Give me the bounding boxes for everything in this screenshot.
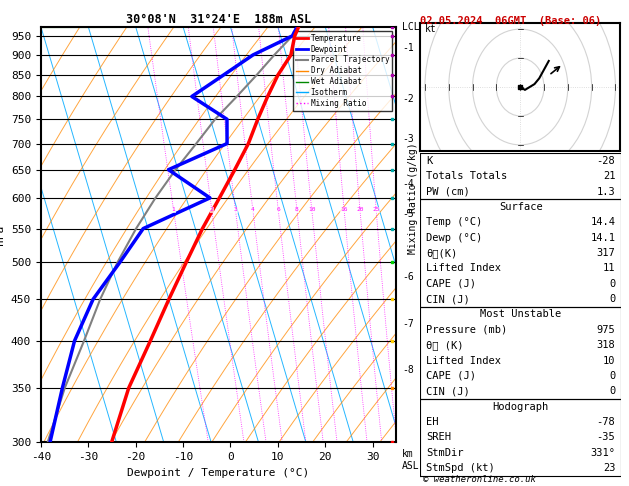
Text: Lifted Index: Lifted Index [426, 356, 501, 365]
Text: 2: 2 [210, 208, 214, 212]
Text: 318: 318 [597, 340, 615, 350]
Text: 10: 10 [603, 356, 615, 365]
Text: Surface: Surface [499, 202, 543, 212]
Text: km
ASL: km ASL [402, 450, 420, 471]
Text: 21: 21 [603, 171, 615, 181]
Text: CAPE (J): CAPE (J) [426, 371, 476, 381]
Text: © weatheronline.co.uk: © weatheronline.co.uk [423, 475, 535, 484]
Text: 23: 23 [603, 463, 615, 473]
Text: K: K [426, 156, 433, 166]
Text: 1: 1 [172, 208, 175, 212]
Text: 8: 8 [295, 208, 299, 212]
Text: Hodograph: Hodograph [493, 402, 549, 412]
Text: -6: -6 [402, 272, 414, 281]
Text: -1: -1 [402, 43, 414, 53]
Text: 6: 6 [276, 208, 280, 212]
Text: -5: -5 [402, 209, 414, 219]
Text: Totals Totals: Totals Totals [426, 171, 508, 181]
Text: 0: 0 [609, 386, 615, 397]
Text: 975: 975 [597, 325, 615, 335]
Text: Mixing Ratio (g/kg): Mixing Ratio (g/kg) [408, 142, 418, 254]
X-axis label: Dewpoint / Temperature (°C): Dewpoint / Temperature (°C) [128, 468, 309, 478]
Text: 0: 0 [609, 279, 615, 289]
Text: 02.05.2024  06GMT  (Base: 06): 02.05.2024 06GMT (Base: 06) [420, 16, 601, 26]
Text: 3: 3 [233, 208, 237, 212]
Text: Lifted Index: Lifted Index [426, 263, 501, 273]
Text: 331°: 331° [591, 448, 615, 458]
Text: θᴇ (K): θᴇ (K) [426, 340, 464, 350]
Text: 11: 11 [603, 263, 615, 273]
Text: θᴇ(K): θᴇ(K) [426, 248, 457, 258]
Text: 16: 16 [340, 208, 348, 212]
Text: EH: EH [426, 417, 438, 427]
Text: Most Unstable: Most Unstable [480, 310, 562, 319]
Text: -2: -2 [402, 94, 414, 104]
Text: Pressure (mb): Pressure (mb) [426, 325, 508, 335]
Text: -28: -28 [597, 156, 615, 166]
Text: 25: 25 [372, 208, 380, 212]
Y-axis label: hPa: hPa [0, 225, 6, 244]
Text: -78: -78 [597, 417, 615, 427]
Text: 0: 0 [609, 371, 615, 381]
Text: -7: -7 [402, 319, 414, 329]
Text: CIN (J): CIN (J) [426, 386, 470, 397]
Text: -35: -35 [597, 433, 615, 442]
Text: LCL: LCL [402, 22, 420, 32]
Text: CIN (J): CIN (J) [426, 294, 470, 304]
Text: 14.4: 14.4 [591, 217, 615, 227]
Text: Dewp (°C): Dewp (°C) [426, 233, 482, 243]
Text: 14.1: 14.1 [591, 233, 615, 243]
Text: 20: 20 [356, 208, 364, 212]
Text: -4: -4 [402, 178, 414, 189]
Text: StmSpd (kt): StmSpd (kt) [426, 463, 495, 473]
Text: StmDir: StmDir [426, 448, 464, 458]
Text: 4: 4 [251, 208, 255, 212]
Text: -3: -3 [402, 134, 414, 143]
Legend: Temperature, Dewpoint, Parcel Trajectory, Dry Adiabat, Wet Adiabat, Isotherm, Mi: Temperature, Dewpoint, Parcel Trajectory… [293, 31, 392, 111]
Text: 317: 317 [597, 248, 615, 258]
Text: 0: 0 [609, 294, 615, 304]
Text: kt: kt [425, 24, 437, 34]
Text: Temp (°C): Temp (°C) [426, 217, 482, 227]
Text: CAPE (J): CAPE (J) [426, 279, 476, 289]
Title: 30°08'N  31°24'E  188m ASL: 30°08'N 31°24'E 188m ASL [126, 13, 311, 26]
Text: 10: 10 [308, 208, 316, 212]
Text: -8: -8 [402, 365, 414, 375]
Text: SREH: SREH [426, 433, 451, 442]
Text: PW (cm): PW (cm) [426, 187, 470, 196]
Text: 1.3: 1.3 [597, 187, 615, 196]
